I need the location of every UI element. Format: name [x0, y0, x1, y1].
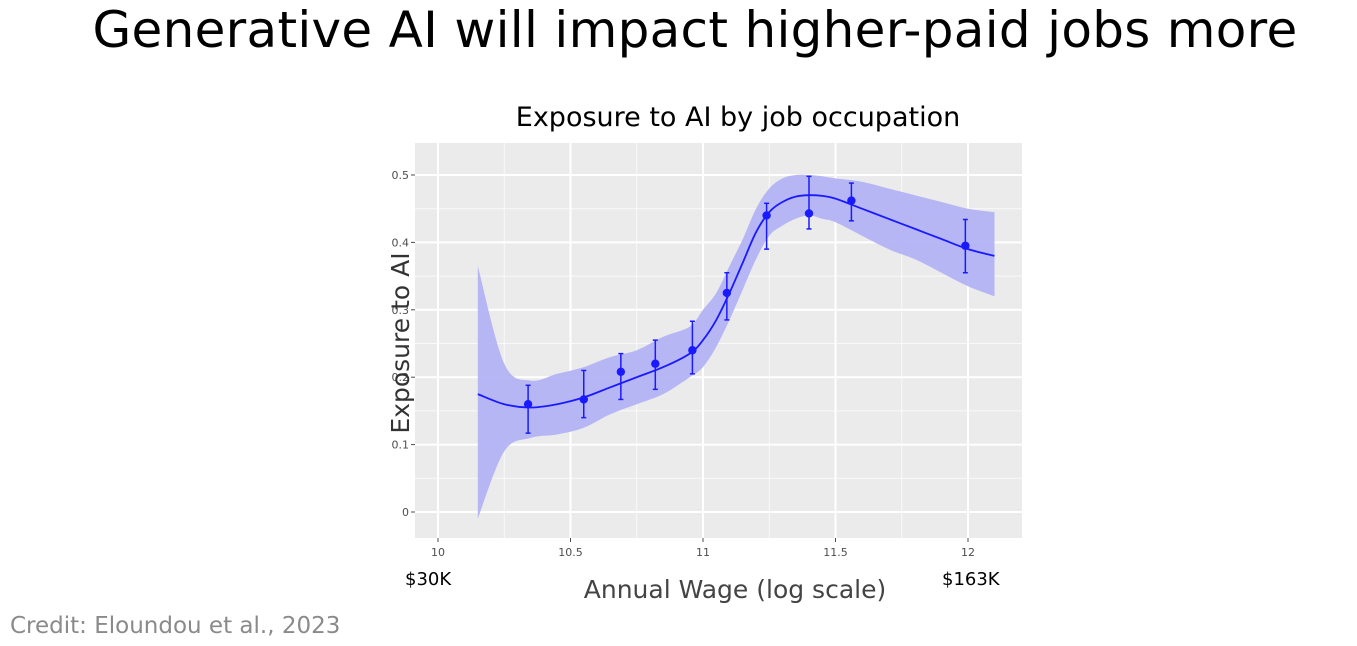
data-point	[722, 288, 732, 298]
x-axis-label: Annual Wage (log scale)	[583, 575, 887, 604]
y-tick-label: 0.5	[392, 169, 410, 182]
y-tick-label: 0	[402, 506, 409, 519]
low-wage-annotation: $30K	[405, 569, 452, 590]
y-tick-label: 0.2	[392, 371, 410, 384]
data-point	[616, 367, 626, 377]
x-tick-label: 10.5	[558, 546, 583, 559]
error-bar	[806, 175, 812, 230]
x-tick-label: 11.5	[823, 546, 848, 559]
error-bar	[618, 352, 624, 401]
y-tick-label: 0.1	[392, 439, 410, 452]
high-wage-annotation: $163K	[942, 569, 1000, 590]
error-bar	[581, 369, 587, 419]
y-axis-ticks: 0 0.1 0.2 0.3 0.4 0.5	[392, 169, 415, 519]
data-point	[579, 395, 588, 404]
data-point	[961, 241, 970, 250]
y-axis-label: Exposure to AI	[386, 252, 415, 434]
y-tick-label: 0.4	[392, 236, 410, 249]
error-bar	[525, 384, 531, 434]
data-point	[847, 196, 856, 205]
chart-title: Exposure to AI by job occupation	[515, 102, 961, 133]
data-point	[762, 211, 771, 220]
data-point	[523, 399, 533, 409]
confidence-ribbon	[477, 174, 995, 519]
data-points	[523, 196, 970, 409]
data-point	[804, 209, 814, 218]
slide-title: Generative AI will impact higher-paid jo…	[92, 1, 1298, 59]
data-point	[688, 346, 697, 355]
x-axis-ticks: 10 10.5 11 11.5 12	[431, 538, 975, 559]
y-tick-label: 0.3	[392, 304, 410, 317]
credit-line: Credit: Eloundou et al., 2023	[10, 613, 341, 639]
x-tick-label: 10	[431, 546, 445, 559]
x-tick-label: 12	[961, 546, 975, 559]
x-tick-label: 11	[696, 546, 710, 559]
error-bar	[764, 202, 770, 250]
data-point	[651, 359, 660, 368]
